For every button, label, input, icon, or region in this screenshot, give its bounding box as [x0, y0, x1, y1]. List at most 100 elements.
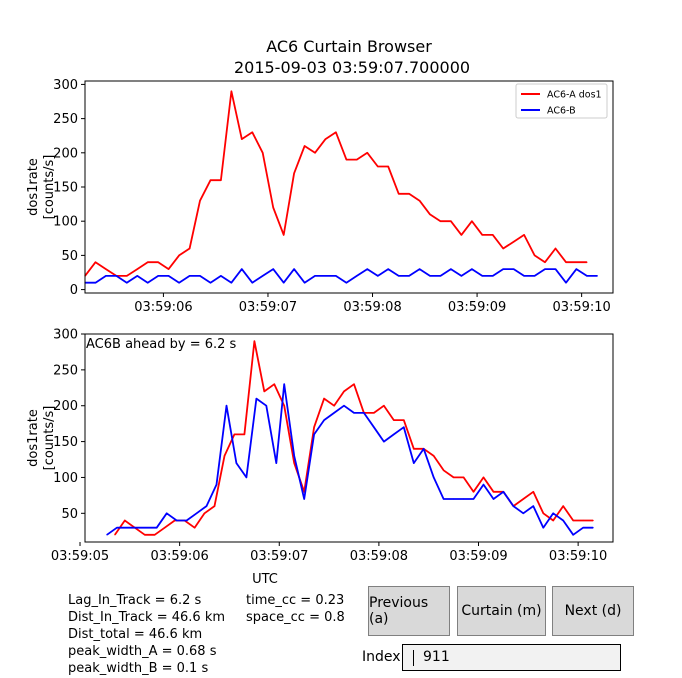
data-point [189, 247, 191, 250]
data-point [592, 527, 594, 529]
data-point [377, 165, 379, 168]
x-tick-label: 03:59:10 [552, 300, 610, 315]
data-point [450, 220, 452, 222]
data-point [147, 261, 149, 263]
data-point [387, 268, 389, 270]
data-point [251, 282, 253, 284]
data-point [439, 220, 442, 222]
stat-time-cc: time_cc = 0.23 [246, 593, 345, 608]
y-axis-label: dos1rate[counts/s] [26, 406, 57, 471]
data-point [463, 476, 465, 478]
y-tick-label: 200 [53, 146, 78, 161]
data-point [106, 534, 108, 536]
stat-dist-total: Dist_total = 46.6 km [68, 627, 203, 642]
y-axis-label-line: [counts/s] [42, 155, 57, 220]
data-point [383, 441, 385, 443]
data-point [408, 275, 410, 277]
data-point [263, 390, 265, 392]
data-point [481, 234, 483, 236]
stat-dist-in-track: Dist_In_Track = 46.6 km [68, 610, 226, 625]
data-point [565, 261, 567, 263]
y-tick-label: 300 [53, 78, 78, 93]
data-point [453, 498, 455, 500]
data-point [154, 534, 156, 536]
data-point [314, 275, 316, 277]
data-point [194, 527, 196, 529]
y-tick-label: 100 [53, 471, 78, 486]
y-tick-label: 150 [53, 181, 78, 196]
data-point [124, 519, 126, 522]
series-line-0 [114, 340, 594, 536]
data-point [492, 491, 495, 493]
data-point [168, 275, 170, 277]
data-point [482, 484, 485, 486]
data-point [575, 268, 578, 270]
data-point [482, 476, 485, 478]
data-point [333, 412, 335, 414]
next-button[interactable]: Next (d) [552, 586, 634, 636]
data-point [383, 405, 385, 407]
data-point [544, 268, 546, 270]
data-point [345, 159, 347, 161]
data-point [253, 340, 255, 342]
data-point [215, 484, 218, 486]
y-axis-label-line: dos1rate [26, 409, 41, 467]
x-tick-label: 03:59:06 [150, 549, 208, 564]
data-point [353, 383, 355, 385]
data-point [544, 261, 546, 263]
data-point [513, 268, 515, 270]
data-point [272, 268, 274, 270]
y-tick-label: 50 [61, 507, 78, 522]
data-point [443, 498, 445, 500]
x-tick-label: 03:59:09 [448, 300, 506, 315]
y-tick-label: 0 [70, 283, 78, 298]
data-point [377, 275, 379, 277]
axes-frame [84, 333, 614, 543]
data-point [398, 193, 400, 195]
x-tick-label: 03:59:05 [51, 549, 109, 564]
x-tick-label: 03:59:08 [343, 300, 401, 315]
data-point [262, 152, 264, 154]
data-point [523, 234, 525, 236]
stat-peak-width-a: peak_width_A = 0.68 s [68, 644, 217, 659]
data-point [471, 220, 473, 222]
index-input[interactable]: 911 [402, 644, 621, 671]
data-point [513, 241, 515, 243]
data-point [94, 261, 97, 263]
data-point [366, 152, 368, 154]
data-point [523, 275, 525, 277]
data-point [534, 254, 536, 256]
data-point [343, 390, 345, 392]
curtain-button[interactable]: Curtain (m) [457, 586, 546, 636]
y-tick-label: 300 [53, 328, 78, 343]
data-point [146, 527, 148, 529]
data-point [419, 200, 421, 202]
data-point [572, 534, 574, 536]
data-point [189, 275, 191, 277]
data-point [283, 282, 285, 284]
data-point [586, 261, 588, 263]
data-point [387, 165, 389, 168]
data-point [272, 206, 274, 209]
y-tick-label: 200 [53, 399, 78, 414]
data-point [363, 412, 365, 414]
x-tick-label: 03:59:06 [134, 300, 192, 315]
data-point [562, 505, 564, 507]
data-point [199, 200, 201, 202]
data-point [522, 512, 524, 514]
data-point [168, 268, 170, 270]
series-line-1 [85, 268, 598, 284]
figure-subtitle: 2015-09-03 03:59:07.700000 [234, 58, 470, 77]
data-point [343, 405, 345, 407]
series-line-1 [106, 383, 594, 536]
data-point [241, 268, 243, 270]
data-point [126, 275, 128, 277]
data-point [323, 398, 325, 400]
previous-button[interactable]: Previous (a) [368, 586, 450, 636]
data-point [209, 282, 212, 284]
data-point [186, 519, 188, 522]
data-point [463, 498, 465, 500]
data-point [554, 268, 557, 270]
data-point [453, 476, 455, 478]
data-point [324, 138, 327, 140]
